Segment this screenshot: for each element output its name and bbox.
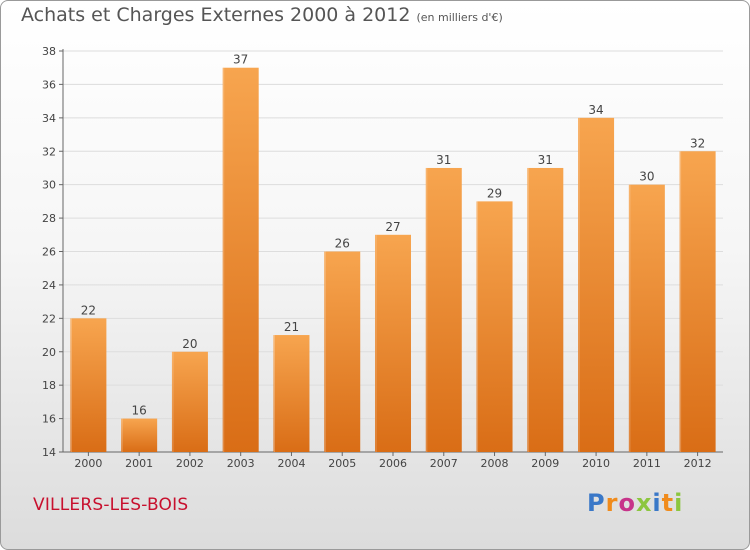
commune-name: VILLERS-LES-BOIS (33, 495, 188, 515)
logo-letter: i (652, 489, 661, 517)
logo-letter: x (636, 489, 652, 517)
x-tick-label: 2005 (328, 457, 356, 470)
data-label: 20 (182, 337, 197, 351)
y-tick-label: 24 (42, 279, 56, 292)
bar (426, 168, 462, 452)
y-tick-label: 14 (42, 446, 56, 459)
y-tick-label: 36 (42, 78, 56, 91)
y-tick-label: 18 (42, 379, 56, 392)
data-label: 34 (588, 103, 603, 117)
bar (70, 318, 106, 452)
x-tick-label: 2009 (531, 457, 559, 470)
x-tick-label: 2000 (74, 457, 102, 470)
y-tick-label: 34 (42, 112, 56, 125)
y-tick-label: 38 (42, 45, 56, 58)
bars (70, 68, 715, 452)
x-tick-label: 2010 (582, 457, 610, 470)
x-tick-label: 2001 (125, 457, 153, 470)
y-tick-label: 22 (42, 312, 56, 325)
data-label: 27 (385, 220, 400, 234)
logo-letter: t (662, 489, 674, 517)
y-tick-label: 20 (42, 346, 56, 359)
bar (375, 235, 411, 452)
x-tick-label: 2006 (379, 457, 407, 470)
data-label: 37 (233, 53, 248, 67)
bar-chart: 14 16 18 20 22 24 26 28 30 32 34 36 38 2000 2001 2002 20… (1, 1, 750, 550)
bar (477, 201, 513, 452)
chart-frame: Achats et Charges Externes 2000 à 2012 (e… (0, 0, 750, 550)
y-tick-label: 16 (42, 413, 56, 426)
y-tick-label: 28 (42, 212, 56, 225)
bar (172, 352, 208, 452)
data-label: 16 (132, 404, 147, 418)
data-label: 31 (538, 153, 553, 167)
bar (324, 252, 360, 453)
x-tick-label: 2012 (684, 457, 712, 470)
bar (578, 118, 614, 452)
logo-letter: r (606, 489, 619, 517)
logo-letter: P (587, 489, 606, 517)
data-label: 32 (690, 136, 705, 150)
y-tick-label: 26 (42, 246, 56, 259)
bar (121, 419, 157, 452)
data-label: 31 (436, 153, 451, 167)
data-label: 30 (639, 170, 654, 184)
y-tick-label: 30 (42, 179, 56, 192)
logo-letter: i (674, 489, 683, 517)
x-tick-label: 2004 (277, 457, 305, 470)
data-label: 29 (487, 186, 502, 200)
x-tick-label: 2008 (481, 457, 509, 470)
bar (629, 185, 665, 452)
x-tick-label: 2003 (227, 457, 255, 470)
data-label: 21 (284, 320, 299, 334)
bar (680, 151, 716, 452)
y-tick-label: 32 (42, 145, 56, 158)
data-label: 26 (335, 237, 350, 251)
logo-letter: o (618, 489, 636, 517)
bar (273, 335, 309, 452)
bar (527, 168, 563, 452)
bar (223, 68, 259, 452)
x-tick-label: 2007 (430, 457, 458, 470)
x-tick-label: 2002 (176, 457, 204, 470)
proxiti-logo[interactable]: Proxiti (587, 489, 683, 517)
data-label: 22 (81, 303, 96, 317)
x-tick-label: 2011 (633, 457, 661, 470)
